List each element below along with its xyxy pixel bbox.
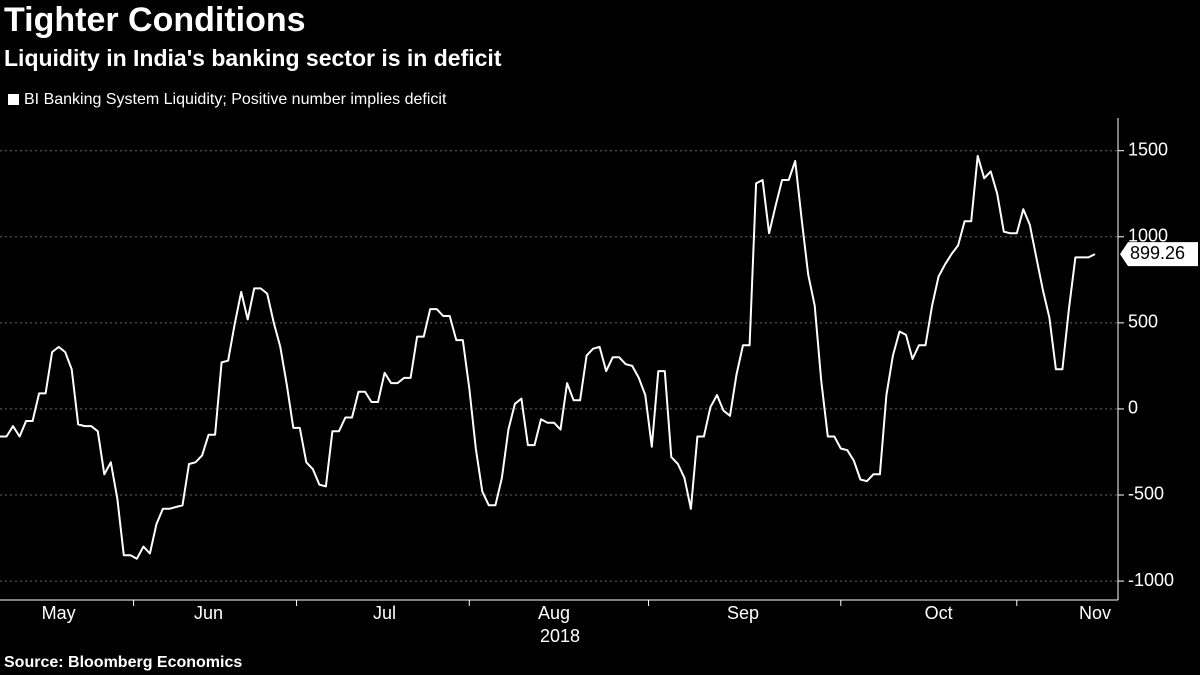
source: Source: Bloomberg Economics <box>4 654 242 671</box>
legend-swatch <box>8 94 19 105</box>
x-tick-label: Nov <box>1079 603 1111 623</box>
x-tick-label: Jul <box>373 603 396 623</box>
last-value-label: 899.26 <box>1130 243 1185 263</box>
y-tick-label: -500 <box>1128 484 1164 504</box>
line <box>0 154 1096 560</box>
chart-title: Tighter Conditions <box>4 1 306 39</box>
x-tick-label: Aug <box>538 603 570 623</box>
y-tick-label: -1000 <box>1128 570 1174 590</box>
x-tick-label: May <box>42 603 76 623</box>
y-tick-label: 1000 <box>1128 226 1168 246</box>
chart-subtitle: Liquidity in India's banking sector is i… <box>4 45 502 71</box>
x-tick-label: Jun <box>194 603 223 623</box>
y-tick-label: 0 <box>1128 398 1138 418</box>
last-value-tag <box>1120 242 1198 267</box>
x-tick-label: Sep <box>727 603 759 623</box>
x-sublabel: 2018 <box>540 626 580 646</box>
legend-label: BI Banking System Liquidity; Positive nu… <box>24 91 447 108</box>
y-tick-label: 1500 <box>1128 139 1168 159</box>
x-tick-label: Oct <box>925 603 953 623</box>
y-tick-label: 500 <box>1128 312 1158 332</box>
